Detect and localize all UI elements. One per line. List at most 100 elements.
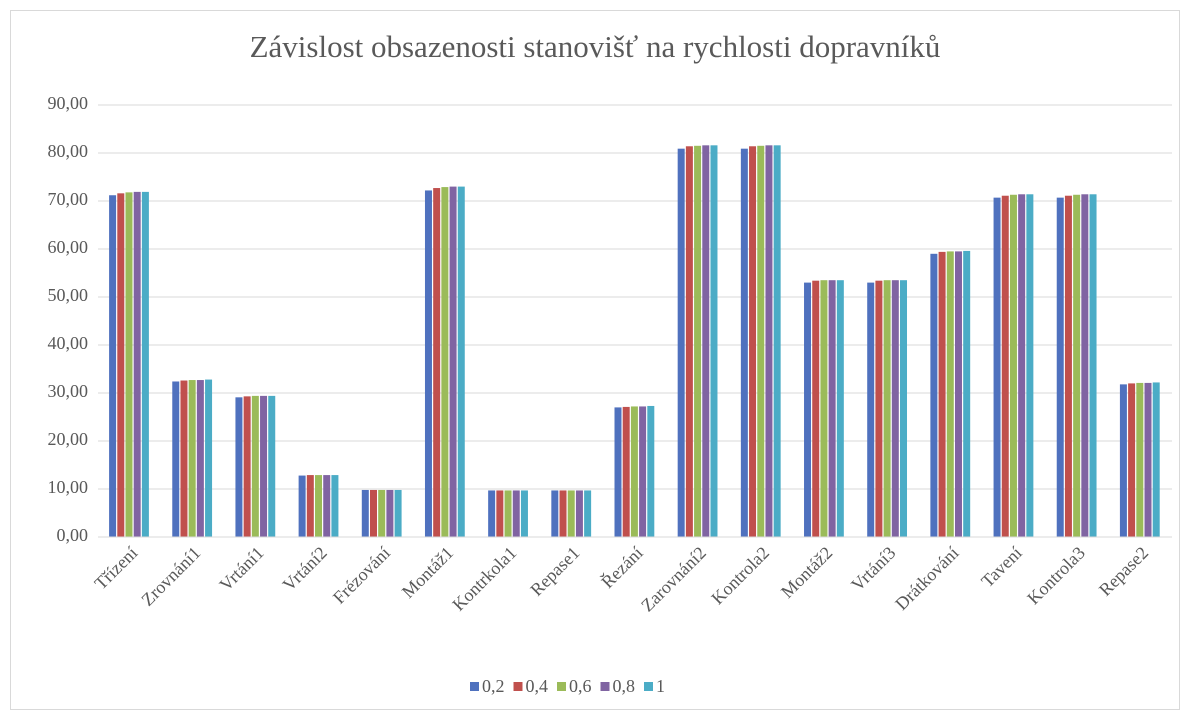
- bar: [109, 195, 117, 538]
- bar: [836, 280, 844, 537]
- bar: [614, 407, 622, 537]
- bar: [694, 145, 702, 538]
- bar: [386, 489, 394, 537]
- y-tick-label: 0,00: [57, 525, 89, 545]
- bar: [205, 379, 213, 537]
- bar: [867, 282, 875, 537]
- bar: [702, 145, 710, 537]
- bar: [361, 489, 369, 537]
- bar: [1073, 194, 1081, 537]
- chart-border: [10, 10, 1180, 710]
- y-tick-label: 70,00: [48, 189, 89, 209]
- bar: [1064, 195, 1072, 537]
- y-tick-label: 60,00: [48, 237, 89, 257]
- y-tick-label: 80,00: [48, 141, 89, 161]
- bar: [749, 146, 757, 537]
- bar: [188, 380, 196, 537]
- bar: [993, 197, 1001, 537]
- bar: [740, 148, 748, 537]
- y-tick-label: 10,00: [48, 477, 89, 497]
- y-tick-label: 90,00: [48, 93, 89, 113]
- bar: [1152, 382, 1160, 537]
- bar: [804, 282, 812, 537]
- bar: [235, 397, 243, 537]
- bar: [315, 475, 323, 537]
- bar: [196, 380, 204, 537]
- bar: [1089, 194, 1097, 537]
- legend-swatch: [644, 682, 653, 691]
- bar: [559, 490, 567, 537]
- bar: [757, 145, 765, 538]
- bar: [117, 193, 125, 537]
- bar: [306, 475, 314, 537]
- bar: [1026, 194, 1034, 537]
- legend-label: 1: [656, 676, 665, 696]
- bar: [812, 280, 820, 537]
- bar: [820, 280, 828, 537]
- bar: [424, 190, 432, 537]
- bar: [125, 192, 133, 538]
- bar: [622, 406, 630, 537]
- bar: [647, 405, 655, 537]
- bar: [1056, 197, 1064, 537]
- bar: [773, 145, 781, 537]
- bar: [828, 280, 836, 537]
- bar: [457, 186, 465, 537]
- bar: [584, 490, 592, 537]
- bar: [512, 490, 520, 537]
- bar: [251, 395, 259, 537]
- bar: [1144, 382, 1152, 537]
- legend-label: 0,2: [482, 676, 505, 696]
- bar: [567, 490, 575, 537]
- bar: [323, 475, 331, 537]
- legend-swatch: [600, 682, 610, 691]
- bar: [331, 475, 339, 537]
- legend-swatch: [513, 682, 523, 691]
- bar: [496, 490, 504, 537]
- bar: [394, 489, 402, 537]
- bar: [172, 381, 180, 537]
- y-tick-label: 30,00: [48, 381, 89, 401]
- bar: [298, 475, 306, 537]
- legend-swatch: [557, 682, 566, 691]
- bar: [449, 186, 457, 537]
- bar: [575, 490, 583, 537]
- bar: [963, 250, 971, 538]
- bar: [930, 253, 938, 538]
- y-tick-label: 20,00: [48, 429, 89, 449]
- bar: [1001, 195, 1009, 537]
- y-tick-label: 50,00: [48, 285, 89, 305]
- bar: [260, 395, 268, 537]
- bar: [1136, 382, 1144, 537]
- bar: [938, 251, 946, 537]
- bar: [378, 489, 386, 537]
- legend-label: 0,6: [569, 676, 592, 696]
- bar: [551, 490, 559, 537]
- bar: [765, 145, 773, 537]
- legend-swatch: [470, 682, 479, 691]
- bar: [946, 251, 954, 537]
- bar: [1128, 383, 1136, 537]
- bar: [954, 251, 962, 537]
- bar: [1018, 194, 1026, 537]
- bar: [488, 490, 496, 537]
- legend-label: 0,4: [526, 676, 549, 696]
- bar: [891, 280, 899, 537]
- y-tick-label: 40,00: [48, 333, 89, 353]
- bar: [685, 146, 693, 537]
- bar: [268, 395, 276, 537]
- bar: [504, 490, 512, 537]
- bar: [520, 490, 528, 537]
- legend-label: 0,8: [613, 676, 636, 696]
- bar: [639, 406, 647, 537]
- bar: [883, 280, 891, 537]
- bar: [243, 396, 251, 537]
- bar: [677, 148, 685, 537]
- bar: [900, 280, 908, 537]
- bar: [369, 489, 377, 537]
- bar: [433, 188, 441, 538]
- bar: [630, 406, 638, 537]
- bar: [1119, 384, 1127, 537]
- bar: [1081, 194, 1089, 537]
